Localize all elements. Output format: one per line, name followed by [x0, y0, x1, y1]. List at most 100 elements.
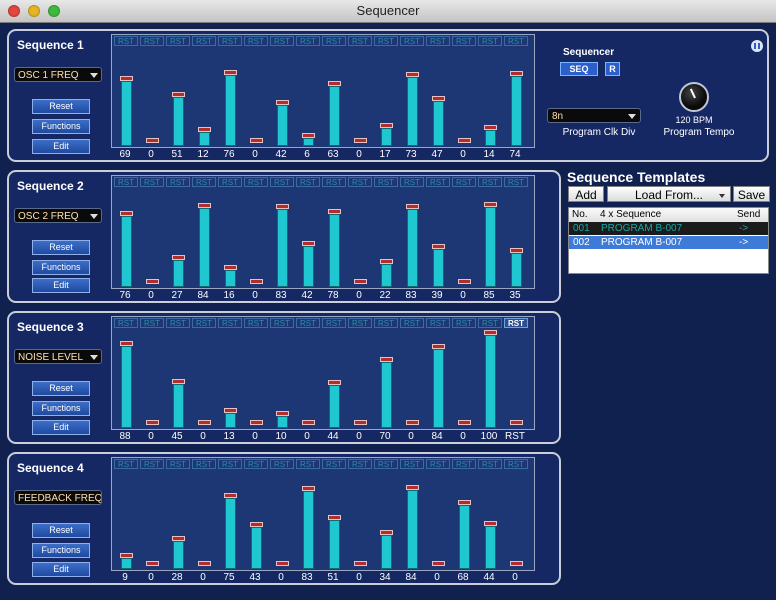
step-handle[interactable]	[276, 561, 289, 566]
step-handle[interactable]	[380, 259, 393, 264]
rst-toggle[interactable]: RST	[218, 177, 242, 187]
rst-toggle[interactable]: RST	[192, 177, 216, 187]
parameter-dropdown[interactable]: NOISE LEVEL	[14, 349, 102, 364]
step-bar[interactable]	[225, 270, 236, 287]
load-from-dropdown[interactable]: Load From...	[607, 186, 731, 202]
step-handle[interactable]	[458, 279, 471, 284]
reset-button[interactable]: Reset	[32, 240, 90, 255]
rst-toggle[interactable]: RST	[244, 318, 268, 328]
step-bar[interactable]	[485, 335, 496, 428]
step-handle[interactable]	[172, 379, 185, 384]
edit-button[interactable]: Edit	[32, 562, 90, 577]
rst-toggle[interactable]: RST	[478, 318, 502, 328]
step-handle[interactable]	[120, 553, 133, 558]
edit-button[interactable]: Edit	[32, 420, 90, 435]
step-handle[interactable]	[302, 420, 315, 425]
rst-toggle[interactable]: RST	[348, 318, 372, 328]
step-handle[interactable]	[172, 536, 185, 541]
step-bar[interactable]	[277, 105, 288, 146]
step-bar[interactable]	[121, 346, 132, 428]
row-send-button[interactable]: ->	[739, 223, 749, 234]
step-handle[interactable]	[432, 561, 445, 566]
step-bar[interactable]	[329, 520, 340, 569]
rst-toggle[interactable]: RST	[504, 459, 528, 469]
rst-toggle[interactable]: RST	[270, 459, 294, 469]
step-bar[interactable]	[485, 207, 496, 287]
rst-toggle[interactable]: RST	[244, 36, 268, 46]
rst-toggle[interactable]: RST	[166, 36, 190, 46]
tempo-knob[interactable]	[679, 82, 709, 112]
step-bar[interactable]	[251, 527, 262, 569]
rst-toggle[interactable]: RST	[426, 36, 450, 46]
rst-toggle[interactable]: RST	[504, 318, 528, 328]
rst-toggle[interactable]: RST	[504, 177, 528, 187]
rst-toggle[interactable]: RST	[218, 459, 242, 469]
step-bar[interactable]	[173, 260, 184, 287]
step-handle[interactable]	[328, 515, 341, 520]
step-handle[interactable]	[302, 486, 315, 491]
rst-toggle[interactable]: RST	[478, 36, 502, 46]
step-handle[interactable]	[328, 380, 341, 385]
step-handle[interactable]	[250, 279, 263, 284]
functions-button[interactable]: Functions	[32, 401, 90, 416]
rst-toggle[interactable]: RST	[478, 177, 502, 187]
rst-toggle[interactable]: RST	[192, 459, 216, 469]
step-bar[interactable]	[329, 214, 340, 287]
rst-toggle[interactable]: RST	[114, 318, 138, 328]
rst-toggle[interactable]: RST	[192, 318, 216, 328]
step-bar[interactable]	[225, 75, 236, 146]
step-handle[interactable]	[432, 244, 445, 249]
edit-button[interactable]: Edit	[32, 139, 90, 154]
rst-toggle[interactable]: RST	[452, 459, 476, 469]
step-bar[interactable]	[199, 132, 210, 146]
step-handle[interactable]	[172, 92, 185, 97]
rst-toggle[interactable]: RST	[270, 177, 294, 187]
step-handle[interactable]	[302, 133, 315, 138]
step-handle[interactable]	[458, 500, 471, 505]
step-handle[interactable]	[406, 485, 419, 490]
rst-toggle[interactable]: RST	[452, 36, 476, 46]
step-handle[interactable]	[354, 138, 367, 143]
step-handle[interactable]	[146, 561, 159, 566]
step-handle[interactable]	[510, 561, 523, 566]
rst-toggle[interactable]: RST	[114, 36, 138, 46]
step-handle[interactable]	[458, 420, 471, 425]
step-bar[interactable]	[173, 384, 184, 428]
step-handle[interactable]	[224, 408, 237, 413]
step-handle[interactable]	[198, 203, 211, 208]
functions-button[interactable]: Functions	[32, 119, 90, 134]
reset-button[interactable]: Reset	[32, 523, 90, 538]
step-bar[interactable]	[329, 86, 340, 146]
table-row[interactable]: 001 PROGRAM B-007 ->	[569, 222, 768, 235]
step-bar[interactable]	[459, 505, 470, 569]
step-bar[interactable]	[199, 208, 210, 287]
rst-toggle[interactable]: RST	[478, 459, 502, 469]
rst-toggle[interactable]: RST	[426, 318, 450, 328]
reset-button[interactable]: Reset	[32, 381, 90, 396]
rst-toggle[interactable]: RST	[374, 318, 398, 328]
step-handle[interactable]	[224, 70, 237, 75]
edit-button[interactable]: Edit	[32, 278, 90, 293]
step-handle[interactable]	[484, 330, 497, 335]
rst-toggle[interactable]: RST	[374, 177, 398, 187]
rst-toggle[interactable]: RST	[322, 459, 346, 469]
step-bar[interactable]	[485, 130, 496, 146]
rst-toggle[interactable]: RST	[322, 318, 346, 328]
rst-toggle[interactable]: RST	[114, 459, 138, 469]
rst-toggle[interactable]: RST	[374, 36, 398, 46]
rst-toggle[interactable]: RST	[452, 177, 476, 187]
step-bar[interactable]	[329, 385, 340, 428]
functions-button[interactable]: Functions	[32, 260, 90, 275]
rst-toggle[interactable]: RST	[270, 36, 294, 46]
step-handle[interactable]	[380, 357, 393, 362]
step-handle[interactable]	[276, 204, 289, 209]
rst-toggle[interactable]: RST	[374, 459, 398, 469]
step-handle[interactable]	[406, 420, 419, 425]
rst-toggle[interactable]: RST	[244, 459, 268, 469]
rst-toggle[interactable]: RST	[244, 177, 268, 187]
step-handle[interactable]	[484, 202, 497, 207]
step-bar[interactable]	[433, 101, 444, 146]
rst-toggle[interactable]: RST	[140, 36, 164, 46]
info-icon[interactable]	[751, 40, 763, 52]
step-bar[interactable]	[303, 246, 314, 287]
